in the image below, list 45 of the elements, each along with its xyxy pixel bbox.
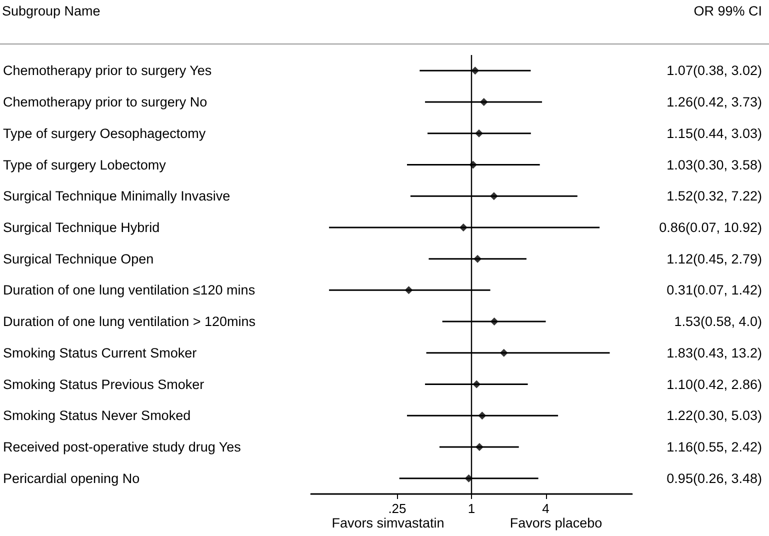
data-label: 1.83(0.43, 13.2)	[666, 345, 762, 360]
data-label: 1.12(0.45, 2.79)	[666, 251, 762, 266]
point	[464, 474, 473, 482]
data-label: 1.15(0.44, 3.03)	[666, 126, 762, 141]
x-tick-label: 4	[542, 501, 550, 516]
text: Favors simvastatin	[332, 516, 444, 530]
point	[472, 380, 481, 388]
y-tick-label: Chemotherapy prior to surgery No	[3, 94, 208, 110]
text: Favors placebo	[510, 516, 602, 530]
y-tick-label: Smoking Status Never Smoked	[3, 408, 191, 424]
y-tick-label: Duration of one lung ventilation ≤120 mins	[3, 282, 256, 298]
x-tick-label: .25	[388, 501, 406, 516]
y-tick-label: Type of surgery Lobectomy	[3, 157, 166, 172]
data-label: 0.86(0.07, 10.92)	[659, 220, 762, 235]
data-label: 0.95(0.26, 3.48)	[666, 470, 762, 486]
point	[471, 66, 480, 75]
data-label: 1.03(0.30, 3.58)	[666, 157, 762, 172]
point	[490, 192, 498, 200]
y-tick-label: Duration of one lung ventilation > 120mins	[3, 314, 256, 330]
data-label: 1.07(0.38, 3.02)	[666, 63, 762, 78]
y-tick-label: Chemotherapy prior to surgery Yes	[3, 63, 212, 78]
y-tick-label: Pericardial opening No	[3, 470, 140, 486]
data-label: 1.52(0.32, 7.22)	[666, 188, 762, 204]
x-tick-label: 1	[468, 501, 476, 516]
y-axis-title: Subgroup Name	[2, 4, 100, 18]
point	[478, 412, 486, 420]
y-tick-label: Surgical Technique Open	[3, 251, 154, 266]
point	[475, 442, 484, 451]
data-label: 1.53(0.58, 4.0)	[674, 314, 762, 330]
y-tick-label: Type of surgery Oesophagectomy	[3, 126, 206, 141]
point	[474, 129, 483, 138]
data-label: 1.22(0.30, 5.03)	[666, 408, 762, 424]
data-label: 1.16(0.55, 2.42)	[666, 439, 762, 454]
y-tick-label: Received post-operative study drug Yes	[3, 439, 242, 454]
data-label: 1.10(0.42, 2.86)	[666, 376, 762, 392]
y-tick-label: Surgical Technique Hybrid	[3, 220, 160, 235]
data-label: 1.26(0.42, 3.73)	[666, 94, 762, 110]
data-label: 0.31(0.07, 1.42)	[666, 282, 762, 298]
point	[480, 98, 488, 106]
y-tick-label: Smoking Status Previous Smoker	[3, 376, 205, 392]
y-tick-label: Smoking Status Current Smoker	[3, 345, 198, 360]
y-tick-label: Surgical Technique Minimally Invasive	[3, 188, 230, 204]
point	[474, 254, 482, 263]
point	[490, 318, 498, 326]
text: OR 99% CI	[694, 4, 762, 18]
